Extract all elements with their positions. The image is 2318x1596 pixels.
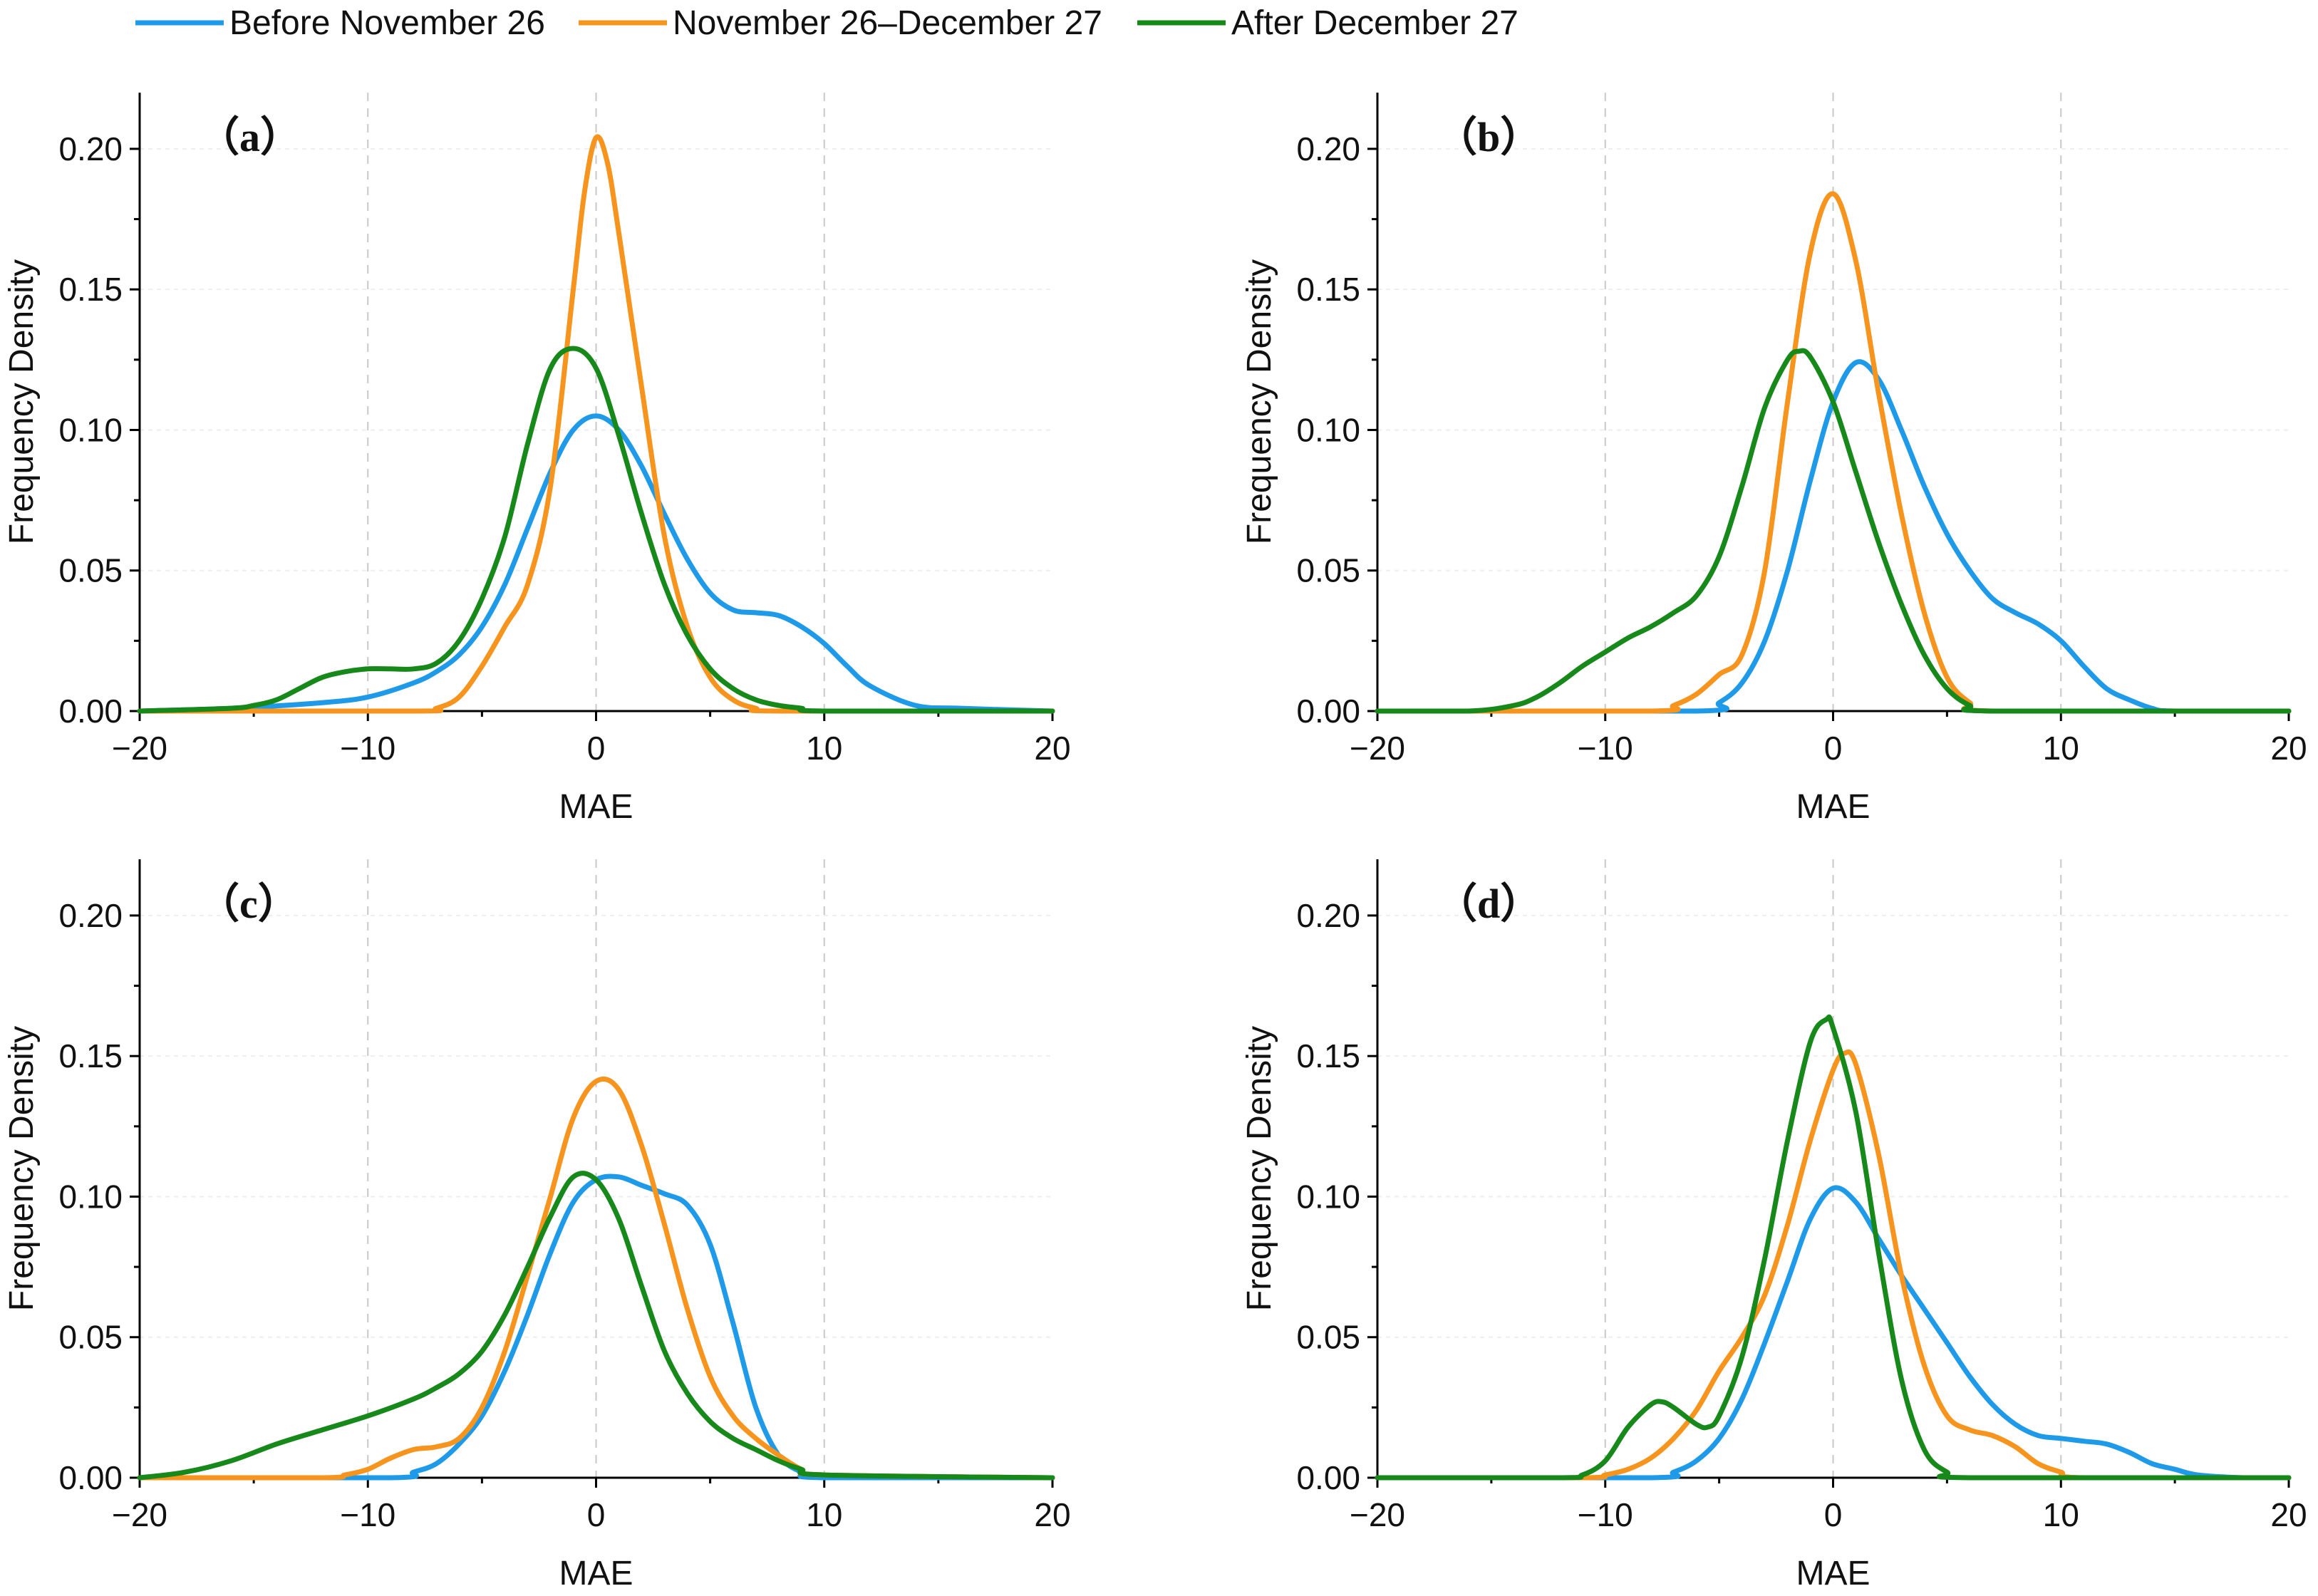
y-tick-label: 0.20 (58, 897, 123, 934)
y-tick-label: 0.00 (58, 1459, 123, 1496)
x-tick-label: 20 (1034, 730, 1070, 767)
x-tick-label: −10 (340, 1496, 395, 1533)
y-tick-label: 0.20 (1296, 130, 1360, 167)
series-line-2 (1375, 1014, 2292, 1481)
y-tick-label: 0.20 (58, 130, 123, 167)
chart-panel-0: 0.00 0.05 0.10 0.15 0.20 −20 −10 0 10 20 MAE Freque… (3, 93, 1071, 826)
chart-panel-3: 0.00 0.05 0.10 0.15 0.20 −20 −10 0 10 20 MAE Freque… (1241, 859, 2307, 1592)
y-tick-label: 0.00 (1296, 1459, 1360, 1496)
x-tick-label: 20 (1034, 1496, 1070, 1533)
series-line-1 (137, 1077, 1055, 1481)
legend: Before November 26 November 26–December … (135, 4, 1518, 42)
y-axis-title: Frequency Density (1241, 1026, 1278, 1311)
panel-label: （c） (198, 881, 299, 927)
y-axis-title: Frequency Density (3, 1026, 41, 1311)
y-tick-label: 0.00 (1296, 693, 1360, 730)
x-tick-label: 0 (1824, 1496, 1843, 1533)
series-line-2 (1375, 348, 2292, 714)
x-tick-label: −20 (1350, 1496, 1405, 1533)
x-tick-label: 20 (2270, 1496, 2307, 1533)
x-tick-label: 0 (587, 730, 606, 767)
x-tick-label: 20 (2270, 730, 2307, 767)
y-axis-title: Frequency Density (1241, 259, 1278, 544)
legend-item-2: After December 27 (1137, 4, 1518, 42)
y-tick-label: 0.10 (1296, 411, 1360, 448)
x-tick-label: 0 (587, 1496, 606, 1533)
panel-label: （a） (198, 114, 301, 160)
x-axis-title: MAE (1796, 788, 1870, 826)
chart-panel-2: 0.00 0.05 0.10 0.15 0.20 −20 −10 0 10 20 MAE Freque… (3, 859, 1071, 1592)
y-tick-label: 0.10 (1296, 1178, 1360, 1215)
x-tick-label: −20 (112, 1496, 167, 1533)
y-tick-label: 0.05 (1296, 1319, 1360, 1356)
panel-label: （b） (1436, 114, 1541, 160)
series-line-1 (137, 134, 1055, 714)
legend-item-0: Before November 26 (135, 4, 545, 42)
series-line-0 (1375, 1185, 2292, 1481)
x-tick-label: −10 (1578, 730, 1633, 767)
legend-item-1: November 26–December 27 (579, 4, 1102, 42)
x-tick-label: −20 (1350, 730, 1405, 767)
x-axis-title: MAE (1796, 1555, 1870, 1592)
y-axis-title: Frequency Density (3, 259, 41, 544)
x-tick-label: 10 (806, 1496, 842, 1533)
x-axis-title: MAE (559, 1555, 633, 1592)
y-tick-label: 0.05 (58, 1319, 123, 1356)
y-tick-label: 0.15 (58, 1037, 123, 1074)
x-tick-label: 10 (2043, 1496, 2079, 1533)
y-tick-label: 0.15 (1296, 1037, 1360, 1074)
y-tick-label: 0.00 (58, 693, 123, 730)
y-tick-label: 0.15 (1296, 271, 1360, 308)
series-line-1 (1375, 191, 2292, 714)
chart-panel-1: 0.00 0.05 0.10 0.15 0.20 −20 −10 0 10 20 MAE Freque… (1241, 93, 2307, 826)
series-line-2 (137, 346, 1055, 714)
x-tick-label: −10 (1578, 1496, 1633, 1533)
x-tick-label: 0 (1824, 730, 1843, 767)
x-tick-label: 10 (2043, 730, 2079, 767)
y-tick-label: 0.15 (58, 271, 123, 308)
panel-label: （d） (1436, 881, 1541, 927)
x-tick-label: 10 (806, 730, 842, 767)
y-tick-label: 0.10 (58, 411, 123, 448)
legend-label-1: November 26–December 27 (673, 4, 1102, 42)
y-tick-label: 0.05 (58, 552, 123, 589)
x-tick-label: −20 (112, 730, 167, 767)
series-line-0 (1375, 359, 2292, 714)
x-tick-label: −10 (340, 730, 395, 767)
y-tick-label: 0.20 (1296, 897, 1360, 934)
x-axis-title: MAE (559, 788, 633, 826)
y-tick-label: 0.05 (1296, 552, 1360, 589)
y-tick-label: 0.10 (58, 1178, 123, 1215)
legend-label-2: After December 27 (1231, 4, 1518, 42)
series-line-2 (137, 1171, 1055, 1481)
legend-label-0: Before November 26 (229, 4, 545, 42)
